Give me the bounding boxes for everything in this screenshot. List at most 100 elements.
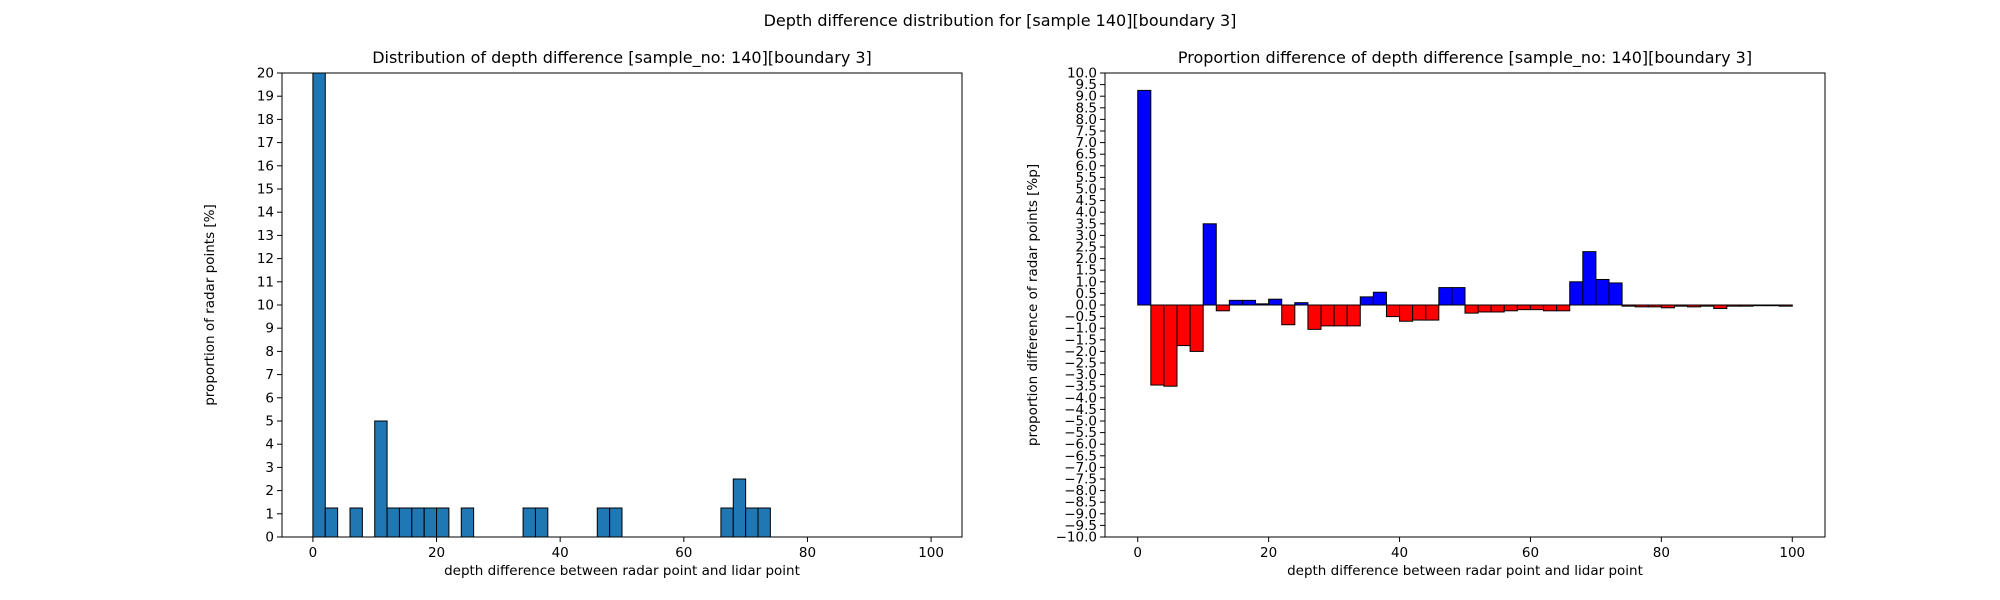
chart-proportion-difference-ylabel: proportion difference of radar points [%…	[1025, 164, 1041, 446]
chart-proportion-difference-ytick-label: 1.5	[1076, 263, 1097, 279]
chart-distribution-bar	[757, 507, 771, 538]
chart-distribution-ytick-label: 12	[257, 251, 274, 267]
chart-proportion-difference-bar	[1687, 304, 1702, 308]
chart-distribution-ytick-label: 13	[257, 228, 274, 244]
chart-proportion-difference-bar	[1438, 287, 1453, 306]
chart-proportion-difference-xtick-label: 0	[1133, 545, 1142, 561]
chart-proportion-difference-ytick-label: 9.5	[1076, 77, 1097, 93]
chart-distribution-xtick-label: 20	[428, 545, 445, 561]
chart-distribution-bar	[374, 420, 388, 538]
chart-proportion-difference-ytick-label: 1.0	[1076, 274, 1097, 290]
chart-proportion-difference-bar	[1346, 304, 1361, 327]
chart-proportion-difference-ytick-label: 6.5	[1076, 147, 1097, 163]
chart-proportion-difference-bar	[1778, 304, 1793, 307]
chart-distribution-xtick-label: 60	[675, 545, 692, 561]
chart-distribution-bar	[720, 507, 734, 538]
chart-proportion-difference-bar	[1490, 304, 1505, 313]
chart-distribution-ytick-label: 4	[265, 437, 274, 453]
chart-proportion-difference-ytick-label: −2.0	[1064, 344, 1097, 360]
chart-proportion-difference-ytick-label: −1.5	[1064, 332, 1097, 348]
chart-distribution-ytick-label: 3	[265, 460, 274, 476]
chart-proportion-difference-bar	[1307, 304, 1322, 330]
chart-proportion-difference-ytick-label: 7.5	[1076, 124, 1097, 140]
chart-distribution-ytick-label: 7	[265, 367, 274, 383]
chart-distribution-ylabel: proportion of radar points [%]	[202, 204, 218, 406]
chart-proportion-difference-bar	[1150, 304, 1165, 386]
chart-proportion-difference-xtick-label: 40	[1391, 545, 1408, 561]
chart-proportion-difference-bar	[1399, 304, 1414, 322]
chart-proportion-difference-ytick-label: −4.5	[1064, 402, 1097, 418]
chart-proportion-difference-ytick-label: 10.0	[1067, 66, 1097, 82]
chart-distribution-bar	[522, 507, 536, 538]
chart-distribution-bar	[534, 507, 549, 538]
chart-proportion-difference-bar	[1634, 304, 1649, 308]
chart-proportion-difference-bar	[1372, 291, 1387, 306]
chart-proportion-difference-xlabel: depth difference between radar point and…	[1287, 563, 1643, 579]
chart-proportion-difference-ytick-label: −3.5	[1064, 379, 1097, 395]
chart-proportion-difference-bar	[1294, 302, 1309, 306]
chart-proportion-difference-bar	[1333, 304, 1348, 327]
chart-distribution-bar	[732, 478, 747, 538]
chart-proportion-difference-bar	[1752, 304, 1767, 307]
chart-proportion-difference-bar	[1726, 304, 1741, 307]
chart-proportion-difference-bar	[1189, 304, 1204, 352]
chart-proportion-difference-ytick-label: 9.0	[1076, 89, 1097, 105]
chart-proportion-difference-ytick-label: 0.0	[1076, 298, 1097, 314]
chart-proportion-difference-ytick-label: −0.5	[1064, 309, 1097, 325]
chart-distribution-ytick-label: 18	[257, 112, 274, 128]
chart-proportion-difference-xtick-label: 80	[1653, 545, 1670, 561]
chart-distribution-ytick-label: 17	[257, 135, 274, 151]
chart-proportion-difference-bar	[1268, 298, 1283, 306]
chart-proportion-difference-ytick-label: 5.0	[1076, 182, 1097, 198]
chart-distribution-ytick-label: 6	[265, 390, 274, 406]
chart-distribution-ytick-label: 8	[265, 344, 274, 360]
chart-distribution-xtick-label: 100	[918, 545, 944, 561]
chart-proportion-difference-bar	[1241, 299, 1257, 306]
chart-distribution-bar	[745, 507, 759, 538]
chart-proportion-difference-ytick-label: −5.5	[1064, 425, 1097, 441]
chart-distribution-bar	[349, 507, 363, 538]
chart-distribution-bar	[436, 507, 450, 538]
chart-proportion-difference-ytick-label: 8.5	[1076, 100, 1097, 116]
chart-distribution-xtick-label: 40	[552, 545, 569, 561]
chart-distribution-bar	[609, 507, 623, 538]
chart-distribution-xlabel: depth difference between radar point and…	[444, 563, 800, 579]
chart-distribution: Distribution of depth difference [sample…	[202, 48, 963, 579]
chart-distribution-ytick-label: 5	[265, 414, 274, 430]
chart-proportion-difference-bar	[1608, 282, 1623, 306]
chart-distribution-ytick-label: 10	[257, 298, 274, 314]
chart-distribution-xtick-label: 0	[309, 545, 318, 561]
chart-proportion-difference-ytick-label: 4.0	[1076, 205, 1097, 221]
chart-distribution-ytick-label: 14	[257, 205, 274, 221]
chart-proportion-difference-bar	[1503, 304, 1518, 312]
chart-proportion-difference-bar	[1359, 296, 1374, 306]
chart-distribution-ytick-label: 15	[257, 182, 274, 198]
chart-proportion-difference-ytick-label: 8.0	[1076, 112, 1097, 128]
chart-proportion-difference: Proportion difference of depth differenc…	[1025, 48, 1826, 579]
chart-proportion-difference-bar	[1320, 304, 1335, 327]
chart-proportion-difference-ytick-label: 3.0	[1076, 228, 1097, 244]
chart-proportion-difference-ytick-label: −2.5	[1064, 356, 1097, 372]
chart-proportion-difference-ytick-label: 6.0	[1076, 158, 1097, 174]
chart-proportion-difference-bar	[1582, 251, 1597, 306]
chart-proportion-difference-bar	[1529, 304, 1545, 311]
chart-proportion-difference-bar	[1595, 278, 1610, 306]
chart-distribution-ytick-label: 2	[265, 483, 274, 499]
figure-suptitle: Depth difference distribution for [sampl…	[764, 11, 1237, 30]
chart-distribution-ytick-label: 9	[265, 321, 274, 337]
chart-proportion-difference-bar	[1660, 304, 1675, 309]
chart-distribution-bar	[312, 72, 326, 538]
chart-distribution-bar	[596, 507, 611, 538]
chart-proportion-difference-bar	[1477, 304, 1492, 313]
chart-proportion-difference-xtick-label: 60	[1522, 545, 1539, 561]
chart-proportion-difference-ytick-label: 4.5	[1076, 193, 1097, 209]
chart-proportion-difference-ytick-label: 2.0	[1076, 251, 1097, 267]
chart-proportion-difference-bar	[1516, 304, 1531, 311]
chart-proportion-difference-bar	[1228, 299, 1243, 306]
chart-proportion-difference-ytick-label: −9.0	[1064, 506, 1097, 522]
chart-distribution-bar	[324, 507, 339, 538]
chart-distribution-ytick-label: 19	[257, 89, 274, 105]
chart-proportion-difference-bar	[1556, 304, 1571, 312]
chart-proportion-difference-xtick-label: 20	[1260, 545, 1277, 561]
chart-proportion-difference-bar	[1569, 281, 1584, 306]
